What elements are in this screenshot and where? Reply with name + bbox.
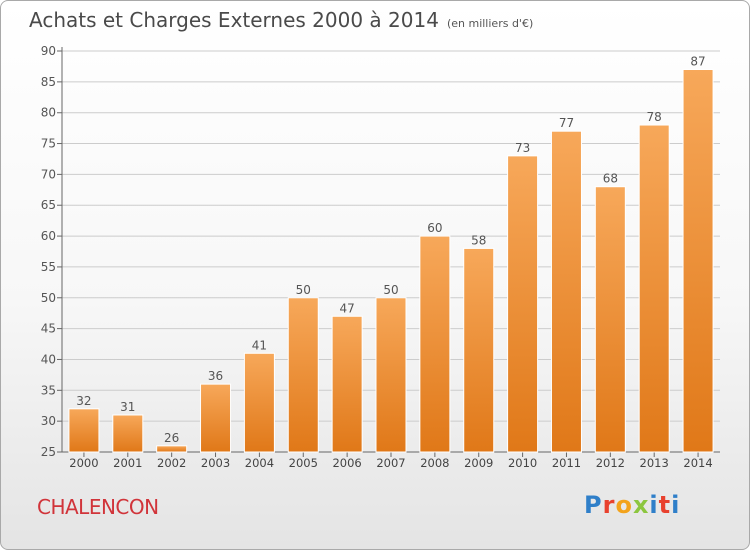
x-tick-label-2007: 2007 (376, 456, 405, 470)
bar-2004 (243, 352, 275, 453)
bar-2001 (112, 414, 144, 453)
y-tick-label: 45 (41, 322, 56, 336)
chart-title: Achats et Charges Externes 2000 à 2014 (e… (29, 8, 533, 32)
y-tick-label: 80 (41, 106, 56, 120)
bar-2008 (419, 235, 451, 453)
y-tick-label: 50 (41, 291, 56, 305)
x-tick-label-2014: 2014 (683, 456, 712, 470)
data-label-2003: 36 (208, 369, 223, 383)
y-tick-label: 35 (41, 383, 56, 397)
data-label-2010: 73 (515, 141, 530, 155)
bar-2000 (68, 408, 100, 453)
bar-2012 (594, 186, 626, 453)
bar-2006 (331, 315, 363, 453)
y-tick-label: 90 (41, 44, 56, 58)
title-unit: (en milliers d'€) (446, 17, 534, 30)
bar-2010 (507, 155, 539, 453)
data-label-2012: 68 (603, 172, 618, 186)
bar-2011 (550, 130, 582, 453)
bar-2002 (156, 445, 188, 453)
y-tick-label: 85 (41, 75, 56, 89)
x-tick-label-2004: 2004 (245, 456, 274, 470)
y-tick-label: 75 (41, 137, 56, 151)
labels: 25 30 35 40 45 50 55 60 65 70 75 80 85 90 32 2000 31 2001… (41, 44, 713, 470)
y-tick-label: 70 (41, 167, 56, 181)
data-label-2000: 32 (76, 394, 91, 408)
y-tick-label: 30 (41, 414, 56, 428)
x-tick-label-2005: 2005 (289, 456, 318, 470)
x-tick-label-2013: 2013 (640, 456, 669, 470)
x-tick-label-2006: 2006 (332, 456, 361, 470)
x-tick-label-2008: 2008 (420, 456, 449, 470)
x-tick-label-2011: 2011 (552, 456, 581, 470)
data-label-2007: 50 (383, 283, 398, 297)
y-tick-label: 25 (41, 445, 56, 459)
bar-2013 (638, 124, 670, 453)
x-tick-label-2010: 2010 (508, 456, 537, 470)
y-tick-label: 65 (41, 198, 56, 212)
data-label-2011: 77 (559, 116, 574, 130)
data-label-2002: 26 (164, 431, 179, 445)
bar-2007 (375, 297, 407, 453)
x-tick-label-2012: 2012 (596, 456, 625, 470)
commune-name: CHALENCON (37, 495, 159, 519)
bar-2003 (200, 383, 232, 453)
data-label-2013: 78 (647, 110, 662, 124)
bars (68, 69, 714, 453)
title-text: Achats et Charges Externes 2000 à 2014 (29, 8, 439, 32)
y-tick-label: 55 (41, 260, 56, 274)
x-tick-label-2000: 2000 (69, 456, 98, 470)
bar-2014 (682, 69, 714, 453)
data-label-2005: 50 (296, 283, 311, 297)
data-label-2004: 41 (252, 338, 267, 352)
data-label-2014: 87 (690, 55, 705, 69)
x-tick-label-2001: 2001 (113, 456, 142, 470)
x-tick-label-2002: 2002 (157, 456, 186, 470)
bar-2005 (287, 297, 319, 453)
data-label-2008: 60 (427, 221, 442, 235)
proxiti-logo: Proxiti (584, 491, 681, 519)
data-label-2006: 47 (339, 301, 354, 315)
y-tick-label: 40 (41, 352, 56, 366)
data-label-2001: 31 (120, 400, 135, 414)
x-tick-label-2003: 2003 (201, 456, 230, 470)
bar-2009 (463, 247, 495, 453)
x-tick-label-2009: 2009 (464, 456, 493, 470)
y-tick-label: 60 (41, 229, 56, 243)
data-label-2009: 58 (471, 233, 486, 247)
